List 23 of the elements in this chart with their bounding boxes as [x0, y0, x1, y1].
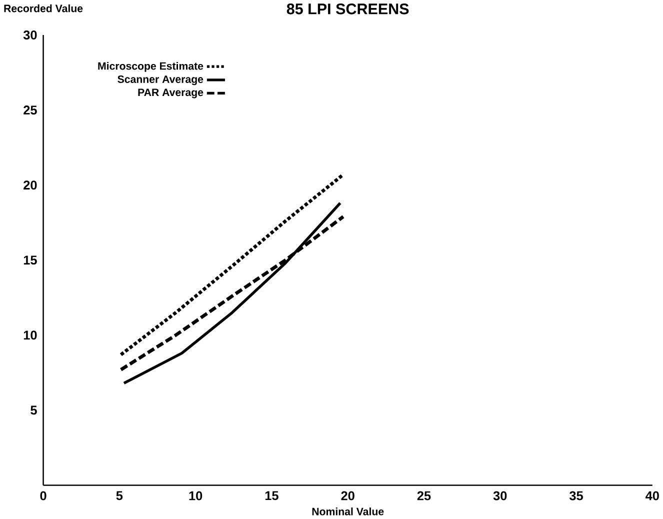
- x-tick-label: 25: [417, 491, 431, 500]
- x-tick-label: 0: [40, 491, 46, 500]
- y-tick-label: 20: [24, 180, 37, 190]
- line-series: [122, 202, 342, 385]
- y-tick-label: 15: [24, 256, 37, 265]
- y-axis-title: Recorded Value: [4, 4, 83, 12]
- x-tick-label: 5: [116, 491, 123, 500]
- x-tick-label: 40: [646, 491, 659, 500]
- y-tick-label: 10: [24, 330, 37, 340]
- x-axis-title: Nominal Value: [312, 508, 384, 516]
- legend-label: Scanner Average: [118, 76, 204, 86]
- chart-title: 85 LPI SCREENS: [286, 4, 409, 14]
- y-tick-label: 30: [23, 30, 37, 40]
- x-tick-label: 35: [569, 491, 583, 500]
- legend-label: Microscope Estimate: [98, 62, 204, 72]
- y-tick-label: 25: [24, 106, 37, 115]
- x-tick-label: 10: [189, 491, 202, 500]
- y-tick-label: 5: [30, 406, 37, 415]
- x-tick-label: 20: [341, 491, 354, 500]
- line-series: [119, 172, 345, 356]
- legend-label: PAR Average: [138, 88, 204, 98]
- x-tick-label: 15: [265, 491, 278, 500]
- x-tick-label: 30: [493, 491, 507, 500]
